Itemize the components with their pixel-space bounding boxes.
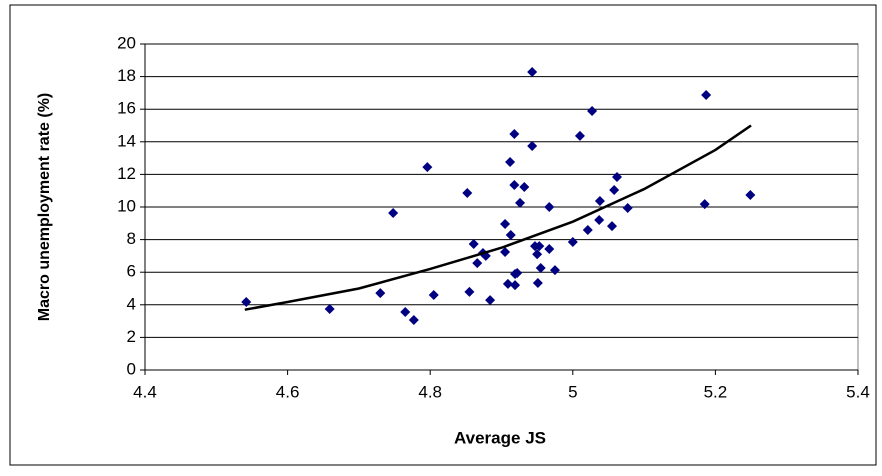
- data-point: [594, 195, 605, 206]
- data-point: [462, 187, 473, 198]
- data-point: [510, 280, 521, 291]
- data-point: [408, 314, 419, 325]
- data-point: [534, 241, 545, 252]
- y-tick-label: 4: [127, 294, 136, 313]
- data-point: [532, 249, 543, 260]
- data-point: [567, 237, 578, 248]
- data-point: [544, 244, 555, 255]
- y-tick-label: 6: [127, 262, 136, 281]
- x-tick-label: 5: [568, 382, 577, 401]
- data-point: [505, 157, 516, 168]
- data-point: [699, 199, 710, 210]
- data-point: [587, 105, 598, 116]
- data-point: [535, 262, 546, 273]
- y-tick-label: 8: [127, 229, 136, 248]
- x-tick-label: 4.6: [276, 382, 300, 401]
- x-tick-label: 4.4: [133, 382, 157, 401]
- data-point: [532, 277, 543, 288]
- data-point: [519, 181, 530, 192]
- y-tick-label: 12: [117, 164, 136, 183]
- x-tick-label: 5.2: [704, 382, 728, 401]
- data-point: [502, 278, 513, 289]
- data-point: [609, 185, 620, 196]
- data-point: [400, 306, 411, 317]
- data-point: [428, 290, 439, 301]
- y-tick-label: 16: [117, 99, 136, 118]
- data-point: [622, 202, 633, 213]
- data-point: [464, 286, 475, 297]
- data-point: [607, 221, 618, 232]
- data-point: [500, 246, 511, 257]
- data-point: [505, 230, 516, 241]
- data-point: [324, 304, 335, 315]
- data-point: [594, 215, 605, 226]
- y-tick-label: 14: [117, 131, 136, 150]
- data-point: [612, 172, 623, 183]
- data-point: [527, 141, 538, 152]
- x-tick-label: 4.8: [418, 382, 442, 401]
- x-axis-title: Average JS: [454, 428, 546, 447]
- data-point: [388, 208, 399, 219]
- y-tick-label: 2: [127, 327, 136, 346]
- data-point: [574, 130, 585, 141]
- data-point: [527, 67, 538, 78]
- trend-line: [244, 124, 752, 311]
- data-point: [544, 202, 555, 212]
- y-tick-label: 18: [117, 66, 136, 85]
- y-tick-label: 10: [117, 196, 136, 215]
- data-point: [375, 288, 386, 299]
- data-point: [422, 162, 433, 173]
- x-tick-label: 5.4: [846, 382, 870, 401]
- data-point: [582, 224, 593, 235]
- y-tick-label: 20: [117, 33, 136, 52]
- data-point: [745, 189, 756, 200]
- y-tick-label: 0: [127, 359, 136, 378]
- y-axis-title: Macro unemployment rate (%): [36, 93, 53, 321]
- data-point: [468, 239, 479, 250]
- data-point: [549, 265, 560, 276]
- data-point: [515, 197, 526, 208]
- data-point: [701, 90, 712, 101]
- data-point: [512, 268, 523, 279]
- data-point: [241, 297, 252, 308]
- data-point: [509, 179, 520, 190]
- data-point: [472, 258, 483, 269]
- data-point: [500, 218, 511, 229]
- data-point: [509, 128, 520, 139]
- data-point: [485, 295, 496, 306]
